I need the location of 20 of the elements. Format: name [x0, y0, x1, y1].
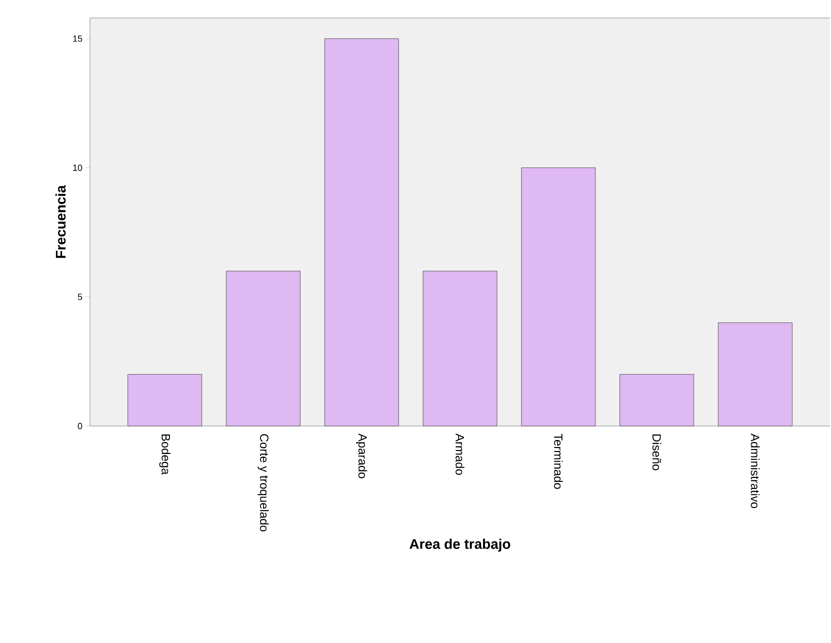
- bar: [128, 374, 202, 426]
- x-axis-title: Area de trabajo: [410, 538, 510, 552]
- x-tick-label: Bodega: [159, 434, 170, 475]
- bar: [422, 270, 498, 426]
- y-tick-label: 0: [78, 422, 82, 430]
- y-tick-label: 15: [73, 36, 82, 42]
- x-tick-label: Armado: [456, 434, 464, 475]
- bar: [226, 270, 300, 426]
- bar: [718, 322, 792, 426]
- y-tick-label: 10: [73, 164, 82, 171]
- x-tick-label: Diseño: [652, 434, 662, 470]
- x-tick-label: Terminado: [554, 434, 563, 489]
- y-tick-label: 5: [78, 294, 82, 300]
- x-tick-label: Aparado: [356, 434, 368, 478]
- bar: [324, 38, 399, 426]
- y-axis-title: Frecuencia: [55, 185, 66, 258]
- x-tick-label: Corte y troquelado: [258, 434, 269, 532]
- bar: [521, 168, 596, 426]
- bar: [620, 374, 694, 426]
- x-tick-label: Administrativo: [750, 434, 760, 508]
